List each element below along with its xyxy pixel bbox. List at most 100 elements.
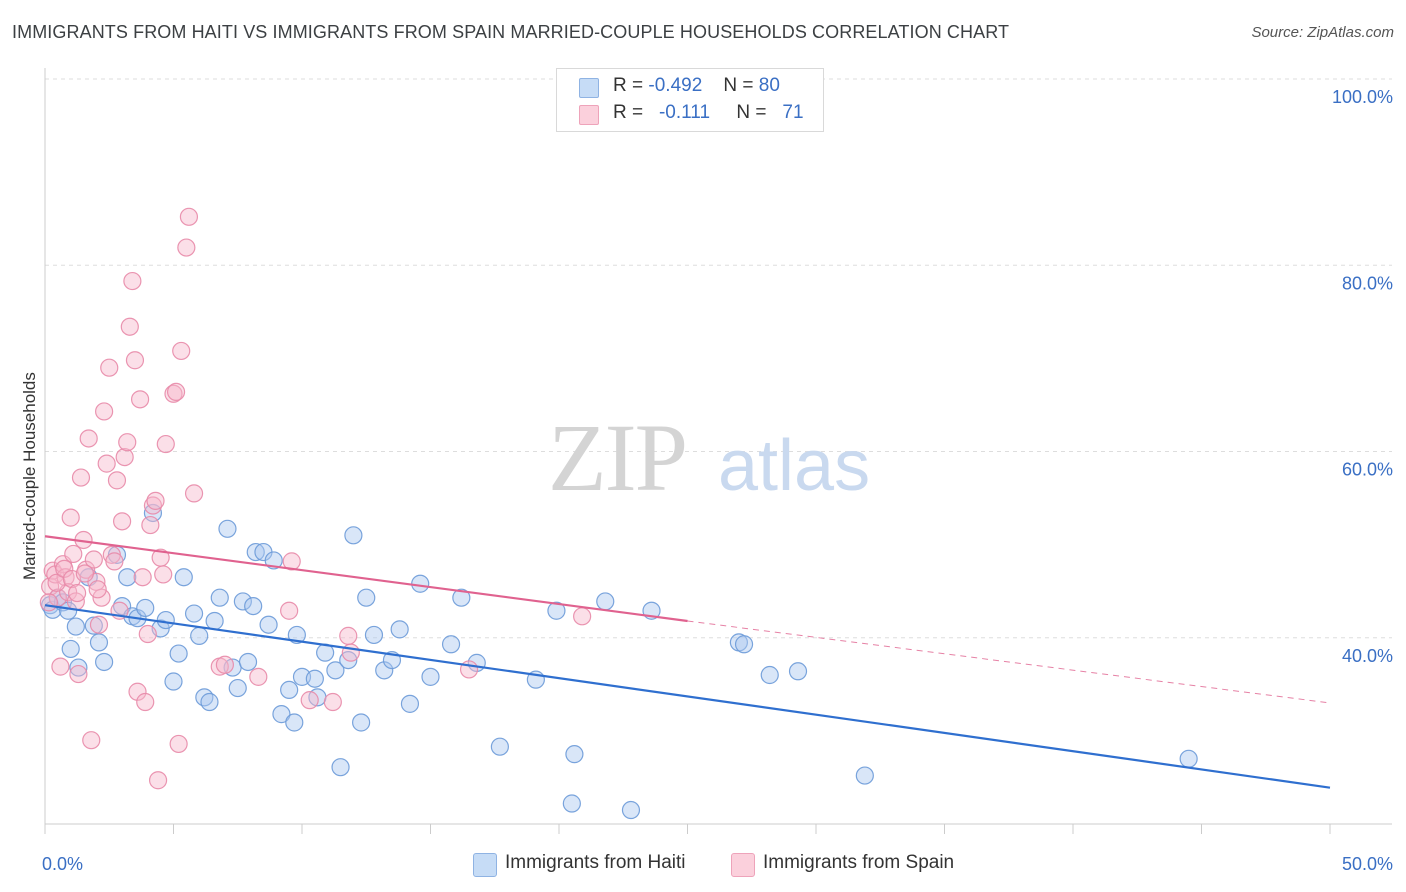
haiti-point [441,635,461,654]
legend-n-spain: 71 [782,102,804,123]
spain-point [115,447,134,467]
spain-point [97,454,116,473]
haiti-point [596,592,615,611]
haiti-point [547,601,566,620]
haiti-point [228,678,247,698]
spain-point [47,573,66,592]
legend-text-haiti: R = -0.492 N = 80 [613,75,780,96]
haiti-point [734,635,754,654]
haiti-point [210,588,229,607]
spain-point [138,624,157,644]
haiti-point [272,705,291,724]
haiti-point [118,568,137,587]
legend-swatch-spain [579,105,599,125]
haiti-point [364,625,384,645]
y-tick-label: 60.0% [1342,460,1393,480]
x-tick-label-min: 0.0% [42,854,83,874]
haiti-point [66,617,85,636]
y-axis-label: Married-couple Households [20,372,39,580]
spain-point [95,402,114,421]
haiti-point [390,620,409,639]
spain-point [79,429,98,448]
haiti-point [233,592,252,611]
haiti-point [760,665,779,685]
spain-point [133,568,152,587]
spain-point [107,471,127,490]
haiti-point [788,662,808,681]
haiti-point [190,626,209,645]
spain-point [75,564,94,583]
legend-r-spain: -0.111 [658,102,711,123]
spain-point [156,434,175,454]
bottom-legend-label-spain: Immigrants from Spain [763,852,955,873]
haiti-point [95,652,114,672]
spain-point [154,565,173,584]
trend-lines [44,535,1331,789]
spain-point [112,512,132,531]
haiti-point [285,713,304,732]
haiti-point [174,568,193,587]
spain-point [55,559,74,578]
spain-point [89,615,109,634]
haiti-point [136,598,155,618]
spain-point [146,491,165,510]
spain-point [105,552,124,571]
spain-point [88,580,107,599]
spain-trend-line [44,535,688,623]
spain-point [118,433,137,452]
spain-point [166,382,186,401]
watermark-atlas: atlas [718,426,870,506]
legend-swatch-haiti [579,78,599,98]
watermark-zip: ZIP [548,404,686,511]
haiti-point [452,588,471,607]
haiti-point [69,658,88,677]
watermark: ZIP atlas [548,404,870,511]
haiti-point [565,745,584,764]
spain-point [64,544,83,564]
haiti-point [280,680,299,700]
spain-point [71,468,91,487]
spain-point [300,691,319,710]
series-spain-points [39,207,592,790]
chart-title: IMMIGRANTS FROM HAITI VS IMMIGRANTS FROM… [12,22,1010,42]
haiti-point [352,713,371,732]
haiti-point [421,667,440,686]
spain-point [84,550,103,569]
spain-point [100,358,119,377]
spain-trend-extension [687,620,1331,704]
spain-point [125,351,145,370]
haiti-point [375,661,394,680]
legend-text-spain: R = -0.111 N = 71 [613,102,804,123]
spain-point [69,664,88,684]
haiti-point [855,766,874,785]
spain-point [120,317,139,336]
haiti-point [305,669,324,688]
spain-point [323,692,342,712]
spain-point [130,390,150,409]
haiti-point [400,694,420,713]
haiti-point [331,758,350,777]
spain-point [123,271,142,291]
haiti-point [200,692,219,712]
haiti-point [238,652,258,672]
legend-r-haiti: -0.492 [648,75,703,96]
spain-point [51,657,70,676]
haiti-trend-line [44,604,1331,789]
spain-point [68,583,87,603]
bottom-legend-swatch-haiti [473,853,497,877]
spain-point [172,341,191,361]
haiti-point [357,588,376,607]
haiti-point [246,542,265,562]
haiti-point [218,519,237,538]
haiti-point [164,672,183,691]
haiti-point [169,644,188,663]
spain-point [148,771,168,790]
haiti-point [344,526,363,545]
haiti-point [339,650,358,670]
spain-point [573,607,592,626]
haiti-point [89,633,109,652]
haiti-point [1179,749,1198,768]
haiti-point [184,604,204,623]
haiti-point [264,551,283,570]
